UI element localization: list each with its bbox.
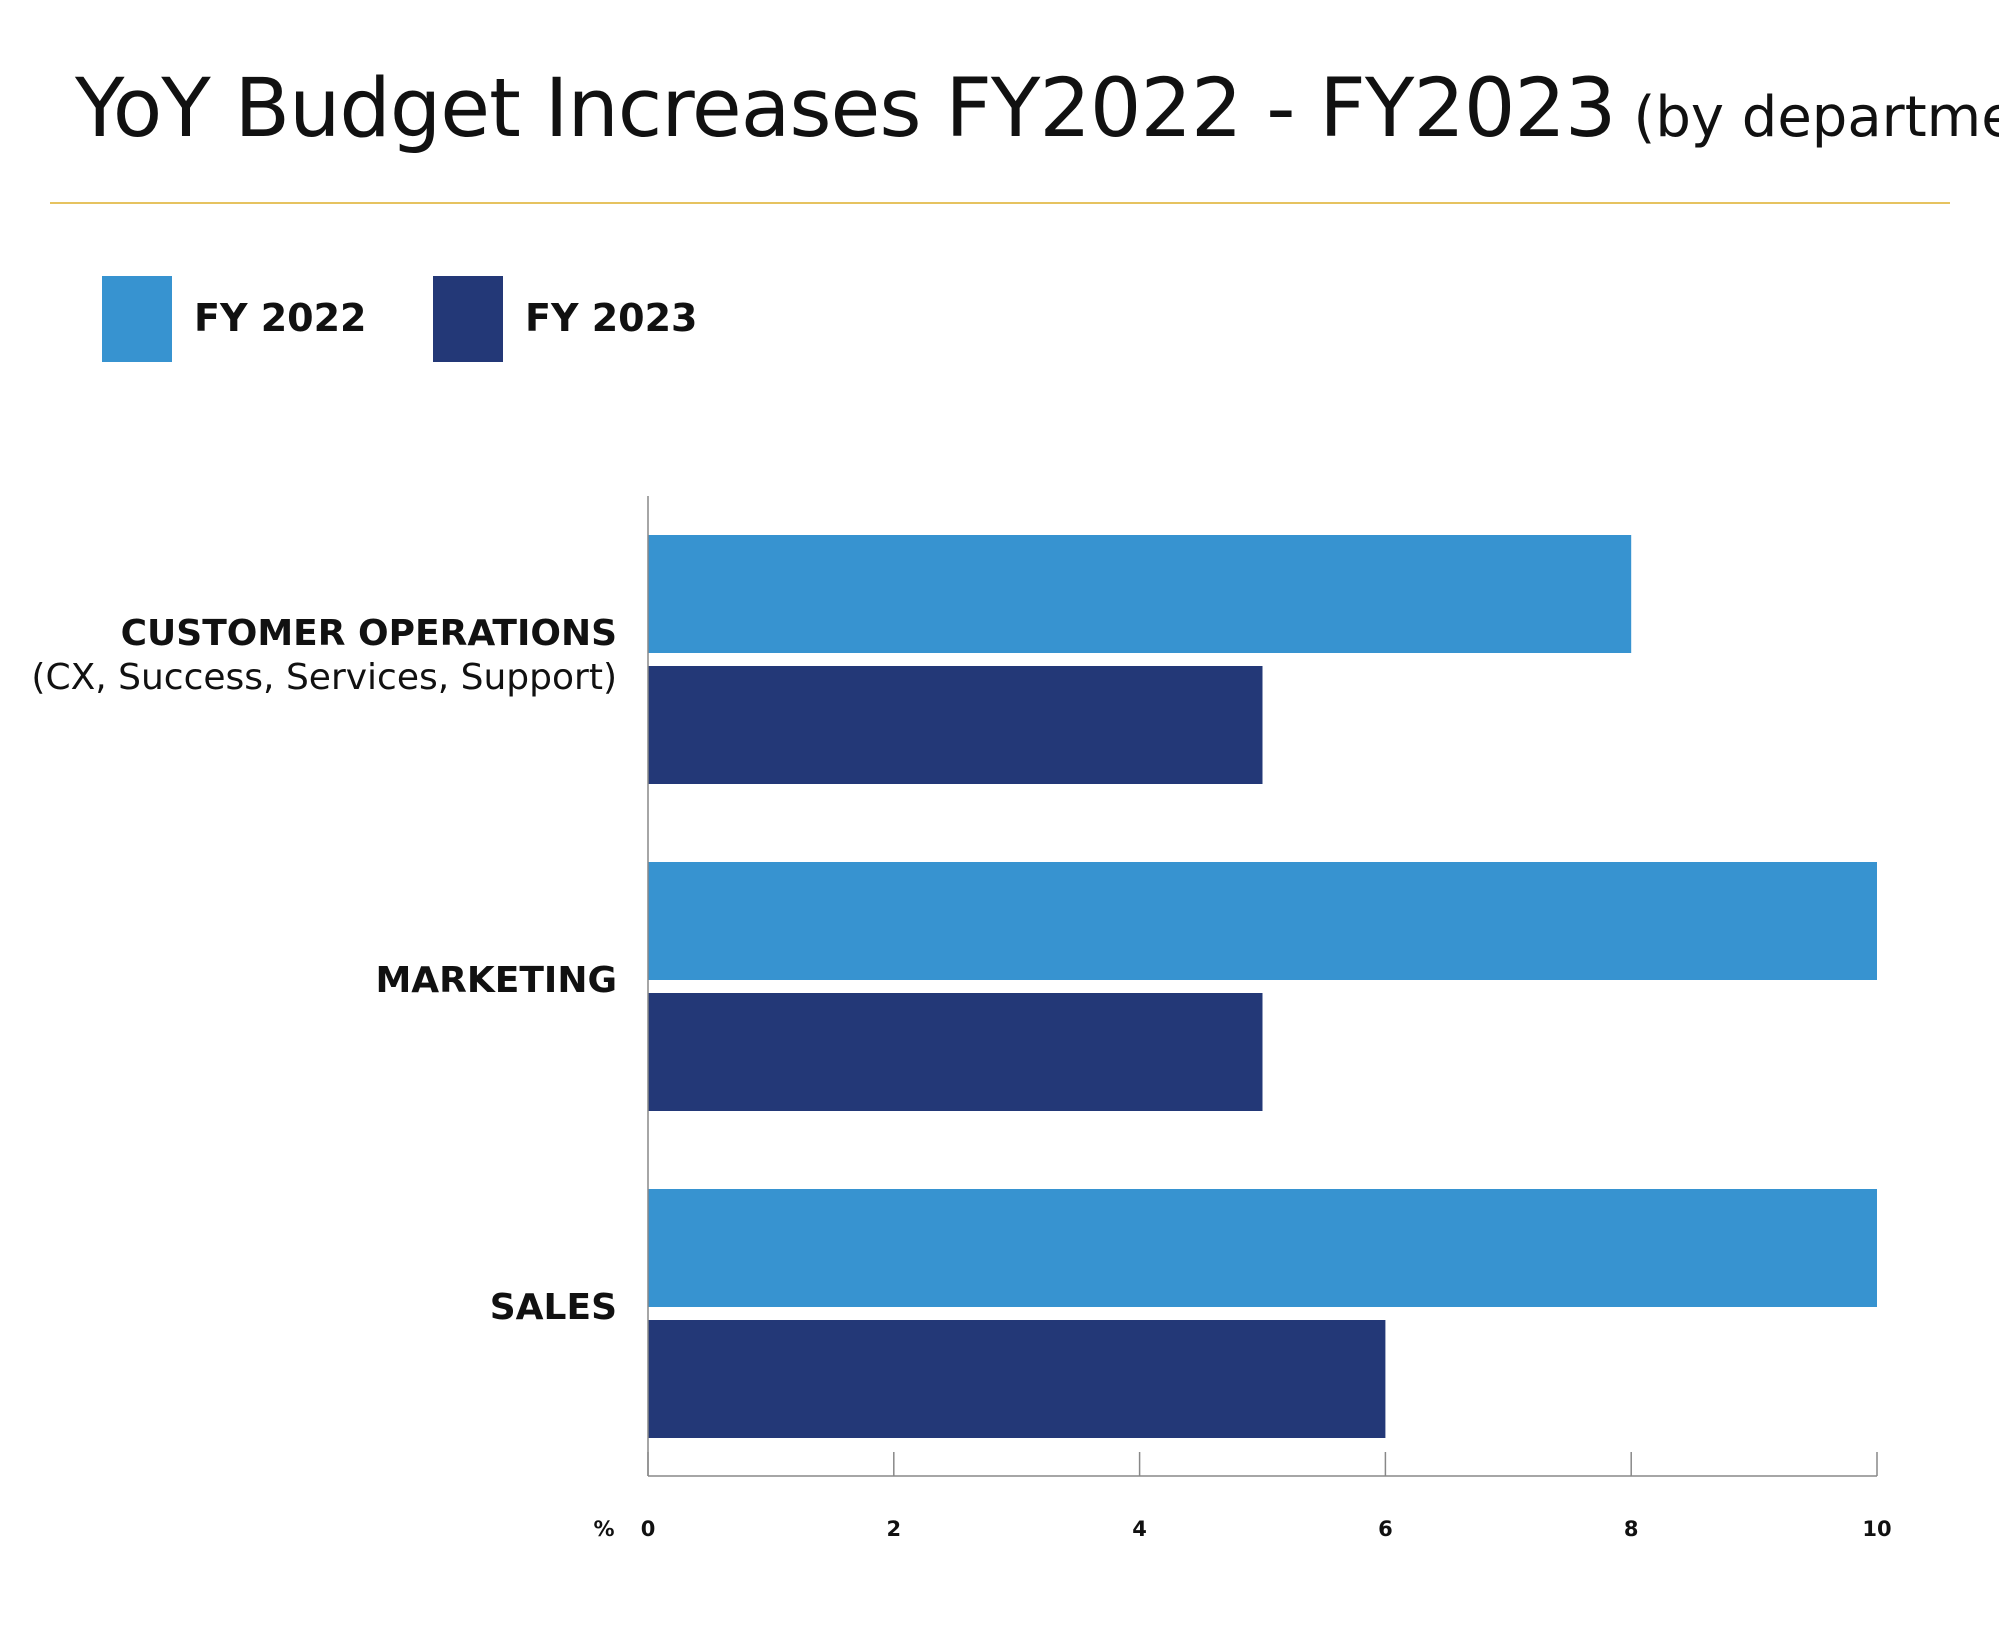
bar-customer-operations-fy-2022 [648,535,1632,653]
bar-marketing-fy-2022 [648,862,1877,980]
x-tick-label: 8 [1624,1517,1639,1541]
category-label-marketing: MARKETING [375,959,617,1003]
x-tick-label: 4 [1132,1517,1147,1541]
legend-swatch-fy2022 [102,276,172,362]
category-label-main: CUSTOMER OPERATIONS [120,613,617,654]
chart-title: YoY Budget Increases FY2022 - FY2023 (by … [75,62,1999,156]
x-axis-unit-label: % [593,1517,614,1541]
category-label-customer-operations: CUSTOMER OPERATIONS (CX, Success, Servic… [31,612,617,700]
x-tick-label: 2 [886,1517,901,1541]
x-tick-label: 10 [1862,1517,1891,1541]
category-label-main: SALES [489,1287,617,1328]
legend-label-fy2022: FY 2022 [194,296,367,340]
chart-title-main: YoY Budget Increases FY2022 - FY2023 [75,62,1616,156]
legend-swatch-fy2023 [433,276,503,362]
category-label-sales: SALES [490,1286,617,1330]
category-label-main: MARKETING [375,960,617,1001]
bar-sales-fy-2022 [648,1189,1877,1307]
bar-sales-fy-2023 [648,1320,1386,1438]
bar-marketing-fy-2023 [648,993,1263,1111]
x-tick-label: 6 [1378,1517,1393,1541]
title-divider [50,202,1950,204]
chart-title-sub: (by department) [1633,85,1999,150]
legend-label-fy2023: FY 2023 [525,296,698,340]
x-tick-label: 0 [641,1517,656,1541]
bar-customer-operations-fy-2023 [648,666,1263,784]
category-label-sublabel: (CX, Success, Services, Support) [31,657,617,698]
